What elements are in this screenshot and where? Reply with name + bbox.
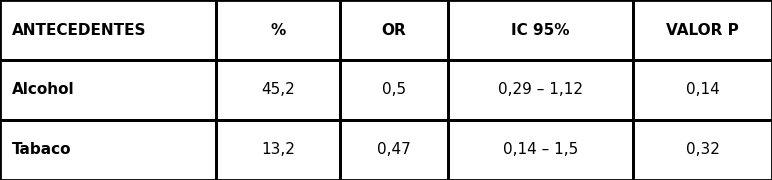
Text: VALOR P: VALOR P bbox=[666, 22, 739, 37]
Text: 0,14: 0,14 bbox=[686, 82, 720, 98]
Text: 0,29 – 1,12: 0,29 – 1,12 bbox=[498, 82, 583, 98]
Text: %: % bbox=[270, 22, 286, 37]
Text: 0,5: 0,5 bbox=[381, 82, 406, 98]
Text: IC 95%: IC 95% bbox=[511, 22, 570, 37]
Text: Tabaco: Tabaco bbox=[12, 143, 71, 158]
Text: ANTECEDENTES: ANTECEDENTES bbox=[12, 22, 146, 37]
Text: 45,2: 45,2 bbox=[261, 82, 295, 98]
Text: Alcohol: Alcohol bbox=[12, 82, 74, 98]
Text: 0,14 – 1,5: 0,14 – 1,5 bbox=[503, 143, 578, 158]
Text: 0,47: 0,47 bbox=[377, 143, 411, 158]
Text: 0,32: 0,32 bbox=[686, 143, 720, 158]
Text: 13,2: 13,2 bbox=[261, 143, 295, 158]
Text: OR: OR bbox=[381, 22, 406, 37]
